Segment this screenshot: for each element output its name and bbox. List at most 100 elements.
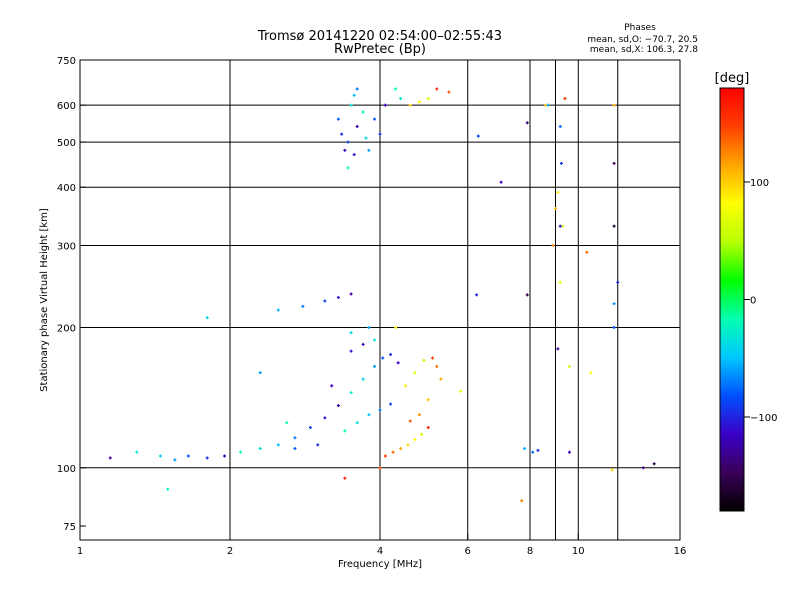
data-point	[558, 224, 562, 228]
data-point	[536, 448, 540, 452]
data-point	[301, 304, 305, 308]
y-tick-label: 300	[57, 241, 76, 252]
data-point	[205, 456, 209, 460]
data-point	[559, 161, 563, 165]
data-point	[346, 166, 350, 170]
data-point	[523, 447, 527, 451]
chart-title: Tromsø 20141220 02:54:00–02:55:43	[257, 29, 502, 44]
colorbar-tick-label: −100	[750, 413, 777, 424]
data-point	[223, 454, 227, 458]
data-point	[612, 103, 616, 107]
colorbar-label: [deg]	[715, 71, 750, 86]
data-point	[439, 377, 443, 381]
data-point	[403, 384, 407, 388]
data-point	[612, 161, 616, 165]
phase-stats-x: mean, sd,X: 106.3, 27.8	[590, 45, 698, 55]
data-point	[413, 438, 417, 442]
data-point	[258, 371, 262, 375]
data-point	[349, 391, 353, 395]
data-point	[556, 347, 560, 351]
data-point	[417, 100, 421, 104]
x-tick-label: 1	[77, 546, 83, 557]
y-tick-label: 75	[63, 522, 76, 533]
y-axis-label: Stationary phase Virtual Height [km]	[39, 208, 50, 392]
data-point	[355, 124, 359, 128]
data-point	[422, 358, 426, 362]
phases-heading: Phases	[624, 23, 656, 33]
data-point	[426, 426, 430, 430]
data-point	[426, 398, 430, 402]
grid-lines	[80, 60, 680, 540]
x-tick-label: 16	[674, 546, 687, 557]
data-point	[373, 364, 377, 368]
colorbar-ticks: 100 0 −100	[744, 178, 777, 424]
data-point	[158, 454, 162, 458]
data-point	[417, 413, 421, 417]
x-tick-label: 4	[377, 546, 383, 557]
data-point	[373, 117, 377, 121]
data-point	[346, 140, 350, 144]
data-point	[447, 90, 451, 94]
data-point	[108, 456, 112, 460]
data-point	[361, 377, 365, 381]
data-point	[173, 458, 177, 462]
data-point	[420, 432, 424, 436]
data-point	[563, 97, 567, 101]
y-tick-label: 750	[57, 56, 76, 67]
data-point	[135, 450, 139, 454]
data-point	[323, 416, 327, 420]
data-point	[383, 454, 387, 458]
x-axis-label: Frequency [MHz]	[338, 559, 422, 570]
data-point	[546, 103, 550, 107]
y-tick-label: 200	[57, 324, 76, 335]
data-point	[399, 447, 403, 451]
data-point	[408, 419, 412, 423]
data-point	[239, 450, 243, 454]
data-point	[378, 466, 382, 470]
y-axis-ticks: 75 100 200 300 400 500 600 750	[57, 56, 86, 533]
data-point	[308, 426, 312, 430]
y-tick-label: 600	[57, 101, 76, 112]
y-tick-label: 500	[57, 138, 76, 149]
data-point	[426, 97, 430, 101]
data-point	[293, 436, 297, 440]
phase-stats-o: mean, sd,O: −70.7, 20.5	[587, 35, 698, 45]
data-point	[408, 103, 412, 107]
data-point	[567, 450, 571, 454]
data-point	[352, 153, 356, 157]
data-point	[349, 349, 353, 353]
data-point	[352, 93, 356, 97]
x-axis-ticks: 1 2 4 6 8 10 16	[77, 534, 687, 557]
data-point	[349, 292, 353, 296]
data-point	[293, 447, 297, 451]
data-point	[364, 136, 368, 140]
data-point	[336, 295, 340, 299]
data-point	[567, 364, 571, 368]
data-point	[641, 466, 645, 470]
data-point	[276, 308, 280, 312]
y-tick-label: 400	[57, 183, 76, 194]
data-point	[612, 302, 616, 306]
data-point	[394, 87, 398, 91]
colorbar: [deg] 100 0 −100	[715, 71, 777, 512]
data-point	[589, 371, 593, 375]
data-point	[373, 338, 377, 342]
data-point	[340, 132, 344, 136]
data-point	[343, 148, 347, 152]
data-point	[389, 402, 393, 406]
data-point	[394, 326, 398, 330]
data-point	[378, 132, 382, 136]
data-point	[612, 224, 616, 228]
data-point	[520, 499, 524, 503]
data-point	[378, 408, 382, 412]
data-point	[349, 103, 353, 107]
data-point	[205, 316, 209, 320]
data-point	[186, 454, 190, 458]
data-point	[336, 404, 340, 408]
y-tick-label: 100	[57, 464, 76, 475]
data-point	[361, 110, 365, 114]
x-tick-label: 2	[227, 546, 233, 557]
data-points	[108, 87, 656, 503]
x-tick-label: 8	[527, 546, 533, 557]
